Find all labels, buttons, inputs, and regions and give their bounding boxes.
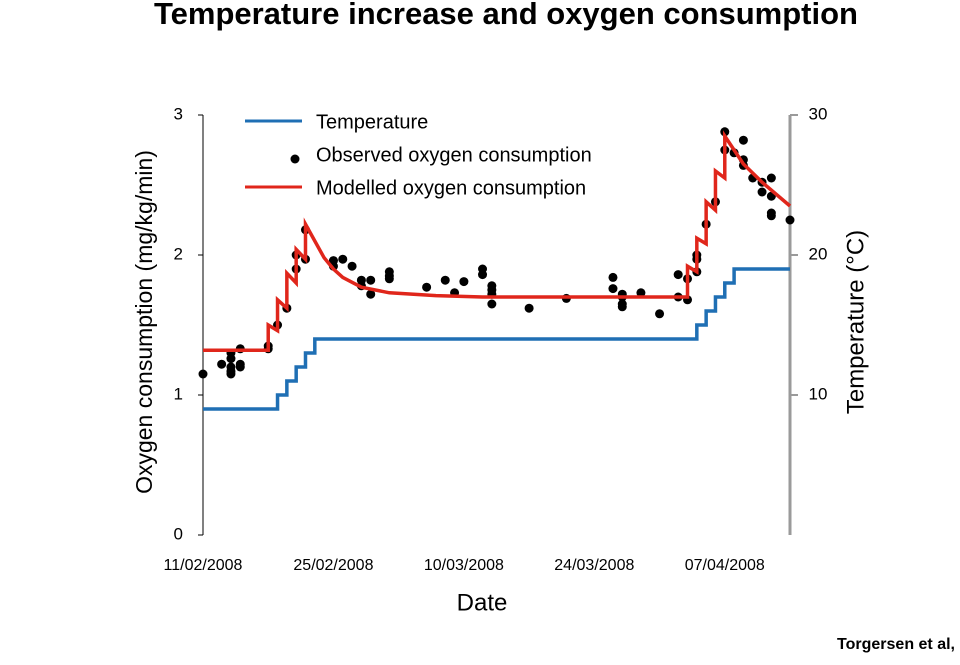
data-point [226, 362, 236, 372]
footnote: Torgersen et al, [837, 636, 955, 653]
legend-label: Temperature [316, 111, 428, 133]
data-point [459, 277, 469, 287]
y-tick-label: 0 [174, 524, 183, 543]
y2-tick-label: 20 [809, 244, 828, 263]
data-point [738, 135, 748, 145]
legend-marker [290, 154, 300, 164]
series-line [203, 267, 790, 411]
data-point [440, 275, 450, 285]
data-point [487, 299, 497, 309]
x-axis-label: Date [457, 589, 508, 616]
legend-label: Observed oxygen consumption [316, 144, 592, 166]
data-point [198, 369, 208, 379]
data-point [487, 285, 497, 295]
chart-title: Temperature increase and oxygen consumpt… [154, 0, 858, 31]
data-point [366, 275, 376, 285]
data-point [636, 288, 646, 298]
x-tick-label: 11/02/2008 [164, 557, 243, 574]
data-point [617, 302, 627, 312]
x-tick-label: 10/03/2008 [424, 557, 504, 574]
x-tick-label: 07/04/2008 [685, 557, 765, 574]
y2-tick-label: 30 [809, 104, 828, 123]
y-tick-label: 3 [174, 104, 183, 123]
data-point [673, 270, 683, 280]
legend-label: Modelled oxygen consumption [316, 177, 586, 199]
data-point [655, 309, 665, 319]
x-tick-label: 25/02/2008 [293, 557, 373, 574]
data-point [766, 173, 776, 183]
x-tick-label: 24/03/2008 [554, 557, 634, 574]
y-tick-label: 1 [174, 384, 183, 403]
series-line [203, 130, 792, 352]
data-point [356, 275, 366, 285]
data-point [524, 303, 534, 313]
data-point [608, 284, 618, 294]
data-point [608, 272, 618, 282]
data-point [338, 254, 348, 264]
data-point [422, 282, 432, 292]
y-axis-label: Oxygen consumption (mg/kg/min) [131, 150, 157, 494]
data-point [757, 187, 767, 197]
data-point [235, 359, 245, 369]
data-point [347, 261, 357, 271]
y2-axis-label: Temperature (°C) [842, 230, 869, 414]
data-point [785, 215, 795, 225]
data-point [766, 211, 776, 221]
data-point [478, 270, 488, 280]
y2-tick-label: 10 [809, 384, 828, 403]
data-point [720, 127, 730, 137]
data-point [217, 359, 227, 369]
y-tick-label: 2 [174, 244, 183, 263]
data-point [366, 289, 376, 299]
data-point [384, 274, 394, 284]
